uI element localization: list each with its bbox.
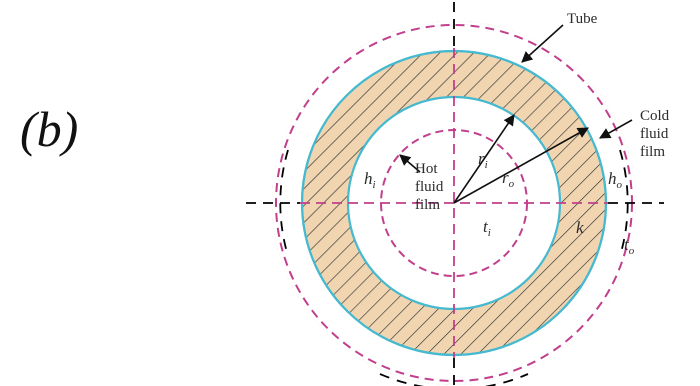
cold-fluid-film-label: Cold fluid film: [640, 108, 673, 160]
ambient-dashed-arc-bottom: [379, 373, 529, 386]
inner-radius-arrow: [453, 114, 515, 204]
ambient-dashed-arc-left: [279, 149, 289, 257]
outer-radius-arrow: [453, 127, 589, 204]
cold-film-leader-arrow: [599, 119, 633, 139]
hot-fluid-film-label: Hot fluid film: [415, 161, 447, 213]
r-i-label: ri: [478, 149, 488, 171]
part-label: (b): [20, 101, 79, 157]
ambient-dashed-arc-right: [619, 149, 629, 257]
k-label: k: [576, 218, 584, 237]
tube-leader-arrow: [521, 24, 564, 63]
r-o-label: ro: [502, 168, 515, 190]
tube-label: Tube: [567, 11, 598, 27]
t-i-label: ti: [483, 217, 491, 239]
hot-film-leader-arrow: [399, 154, 421, 173]
tube-wall-annulus: [272, 21, 636, 385]
h-i-label: hi: [364, 169, 376, 191]
h-o-label: ho: [608, 169, 623, 191]
t-o-label: to: [624, 235, 635, 257]
